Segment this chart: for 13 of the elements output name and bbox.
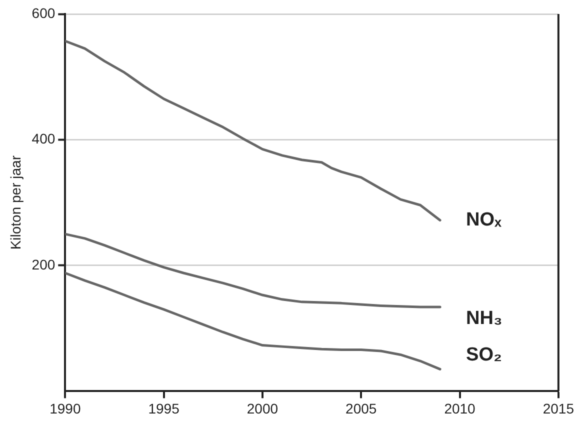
- series-label: SO₂: [466, 344, 502, 366]
- series-label: NOₓ: [466, 209, 502, 230]
- x-tick-label: 2015: [542, 400, 574, 416]
- x-tick-label: 2000: [246, 400, 278, 416]
- x-tick-label: 1990: [50, 400, 81, 416]
- y-tick-label: 200: [32, 256, 56, 272]
- x-tick-label: 2010: [444, 400, 476, 416]
- y-axis-title: Kiloton per jaar: [7, 155, 24, 250]
- x-tick-label: 2005: [346, 400, 377, 416]
- x-tick-label: 1995: [148, 400, 180, 416]
- series-label: NH₃: [466, 308, 502, 330]
- y-tick-label: 600: [32, 4, 56, 21]
- y-tick-label: 400: [32, 130, 56, 147]
